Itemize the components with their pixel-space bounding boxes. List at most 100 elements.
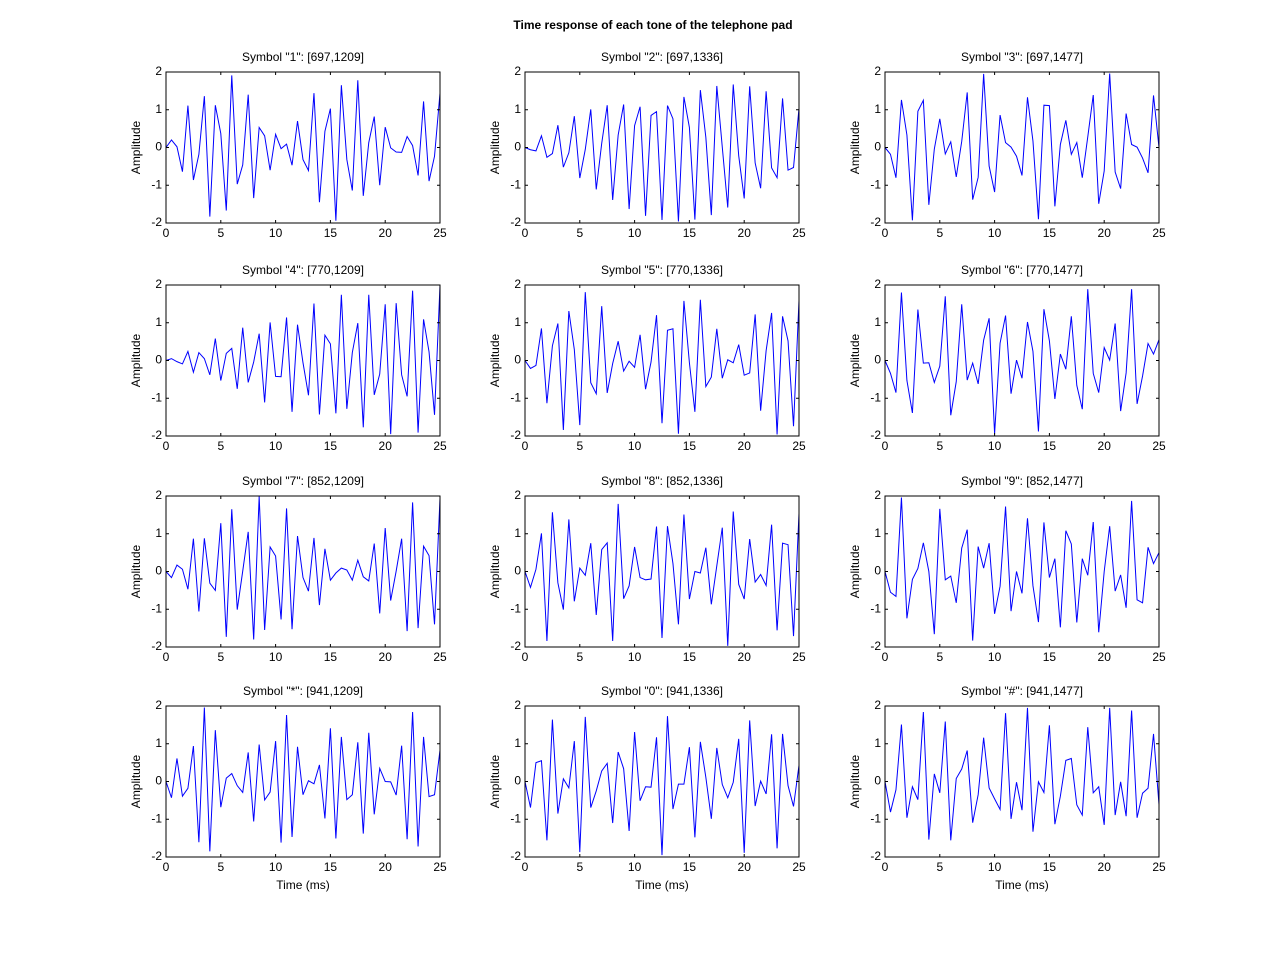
y-tick-label: 2: [155, 64, 162, 78]
x-tick-label: 15: [1043, 439, 1057, 453]
y-tick-label: 0: [155, 353, 162, 367]
y-tick-label: 0: [874, 353, 881, 367]
y-tick-label: 1: [874, 102, 881, 116]
subplot-title: Symbol "*": [941,1209]: [243, 684, 363, 698]
y-tick-label: -1: [870, 601, 881, 615]
y-axis-label: Amplitude: [488, 755, 502, 809]
y-tick-label: -2: [510, 215, 521, 229]
x-tick-label: 0: [882, 226, 889, 240]
x-tick-label: 25: [792, 439, 806, 453]
y-axis-label: Amplitude: [848, 121, 862, 175]
y-tick-label: 0: [514, 564, 521, 578]
y-tick-label: -1: [151, 177, 162, 191]
axes-box: [525, 72, 799, 223]
y-tick-label: 0: [155, 774, 162, 788]
x-tick-label: 25: [433, 226, 447, 240]
x-tick-label: 15: [683, 650, 697, 664]
x-tick-label: 0: [522, 650, 529, 664]
y-tick-label: 1: [514, 102, 521, 116]
y-axis-label: Amplitude: [848, 334, 862, 388]
y-tick-label: -2: [510, 849, 521, 863]
x-tick-label: 25: [433, 860, 447, 874]
y-tick-label: 0: [155, 564, 162, 578]
y-tick-label: -2: [510, 639, 521, 653]
y-tick-label: -2: [510, 428, 521, 442]
x-tick-label: 5: [936, 226, 943, 240]
figure-title: Time response of each tone of the teleph…: [513, 18, 792, 32]
x-tick-label: 15: [1043, 650, 1057, 664]
x-tick-label: 5: [217, 860, 224, 874]
y-tick-label: 1: [514, 526, 521, 540]
signal-line: [524, 716, 800, 856]
y-tick-label: 0: [514, 353, 521, 367]
subplot-title: Symbol "#": [941,1477]: [961, 684, 1083, 698]
y-tick-label: 0: [155, 140, 162, 154]
y-tick-label: 0: [514, 140, 521, 154]
x-tick-label: 10: [988, 860, 1002, 874]
x-tick-label: 0: [522, 439, 529, 453]
x-tick-label: 10: [269, 439, 283, 453]
x-tick-label: 20: [738, 860, 752, 874]
y-tick-label: -1: [870, 177, 881, 191]
signal-line: [884, 497, 1160, 641]
x-tick-label: 5: [217, 439, 224, 453]
x-tick-label: 15: [683, 439, 697, 453]
subplot-title: Symbol "6": [770,1477]: [961, 263, 1083, 277]
y-tick-label: 2: [514, 488, 521, 502]
signal-line: [884, 73, 1160, 221]
y-tick-label: 2: [874, 277, 881, 291]
x-tick-label: 5: [936, 650, 943, 664]
x-tick-label: 5: [576, 439, 583, 453]
y-axis-label: Amplitude: [488, 545, 502, 599]
x-tick-label: 10: [269, 650, 283, 664]
y-tick-label: -2: [151, 215, 162, 229]
y-tick-label: -2: [151, 639, 162, 653]
subplot-title: Symbol "1": [697,1209]: [242, 50, 364, 64]
y-tick-label: 1: [514, 736, 521, 750]
x-tick-label: 5: [576, 860, 583, 874]
x-tick-label: 20: [1098, 226, 1112, 240]
x-tick-label: 0: [163, 650, 170, 664]
subplot-title: Symbol "8": [852,1336]: [601, 474, 723, 488]
x-tick-label: 25: [1152, 439, 1166, 453]
signal-line: [524, 292, 800, 435]
subplot-title: Symbol "3": [697,1477]: [961, 50, 1083, 64]
subplot-title: Symbol "4": [770,1209]: [242, 263, 364, 277]
y-tick-label: 0: [874, 564, 881, 578]
y-tick-label: 0: [514, 774, 521, 788]
y-tick-label: 1: [514, 315, 521, 329]
axes-box: [525, 706, 799, 857]
x-tick-label: 10: [628, 439, 642, 453]
y-tick-label: -1: [510, 177, 521, 191]
x-tick-label: 10: [988, 226, 1002, 240]
axes-box: [885, 496, 1159, 647]
x-tick-label: 15: [324, 860, 338, 874]
y-tick-label: -1: [151, 601, 162, 615]
y-tick-label: 1: [155, 315, 162, 329]
y-tick-label: -2: [870, 639, 881, 653]
x-tick-label: 10: [988, 439, 1002, 453]
signal-line: [524, 84, 800, 222]
x-tick-label: 15: [324, 439, 338, 453]
y-tick-label: 2: [874, 64, 881, 78]
y-tick-label: 0: [874, 140, 881, 154]
y-tick-label: -2: [870, 849, 881, 863]
subplot-title: Symbol "2": [697,1336]: [601, 50, 723, 64]
x-tick-label: 10: [988, 650, 1002, 664]
x-tick-label: 15: [324, 226, 338, 240]
x-axis-label: Time (ms): [276, 878, 330, 892]
y-tick-label: 2: [155, 698, 162, 712]
x-tick-label: 5: [576, 226, 583, 240]
x-tick-label: 25: [433, 650, 447, 664]
y-tick-label: 2: [514, 64, 521, 78]
y-axis-label: Amplitude: [129, 545, 143, 599]
y-axis-label: Amplitude: [129, 121, 143, 175]
x-tick-label: 10: [628, 226, 642, 240]
y-tick-label: 1: [874, 736, 881, 750]
x-tick-label: 20: [1098, 860, 1112, 874]
y-tick-label: 2: [155, 488, 162, 502]
x-tick-label: 0: [163, 226, 170, 240]
signal-line: [165, 285, 441, 435]
x-tick-label: 25: [792, 226, 806, 240]
